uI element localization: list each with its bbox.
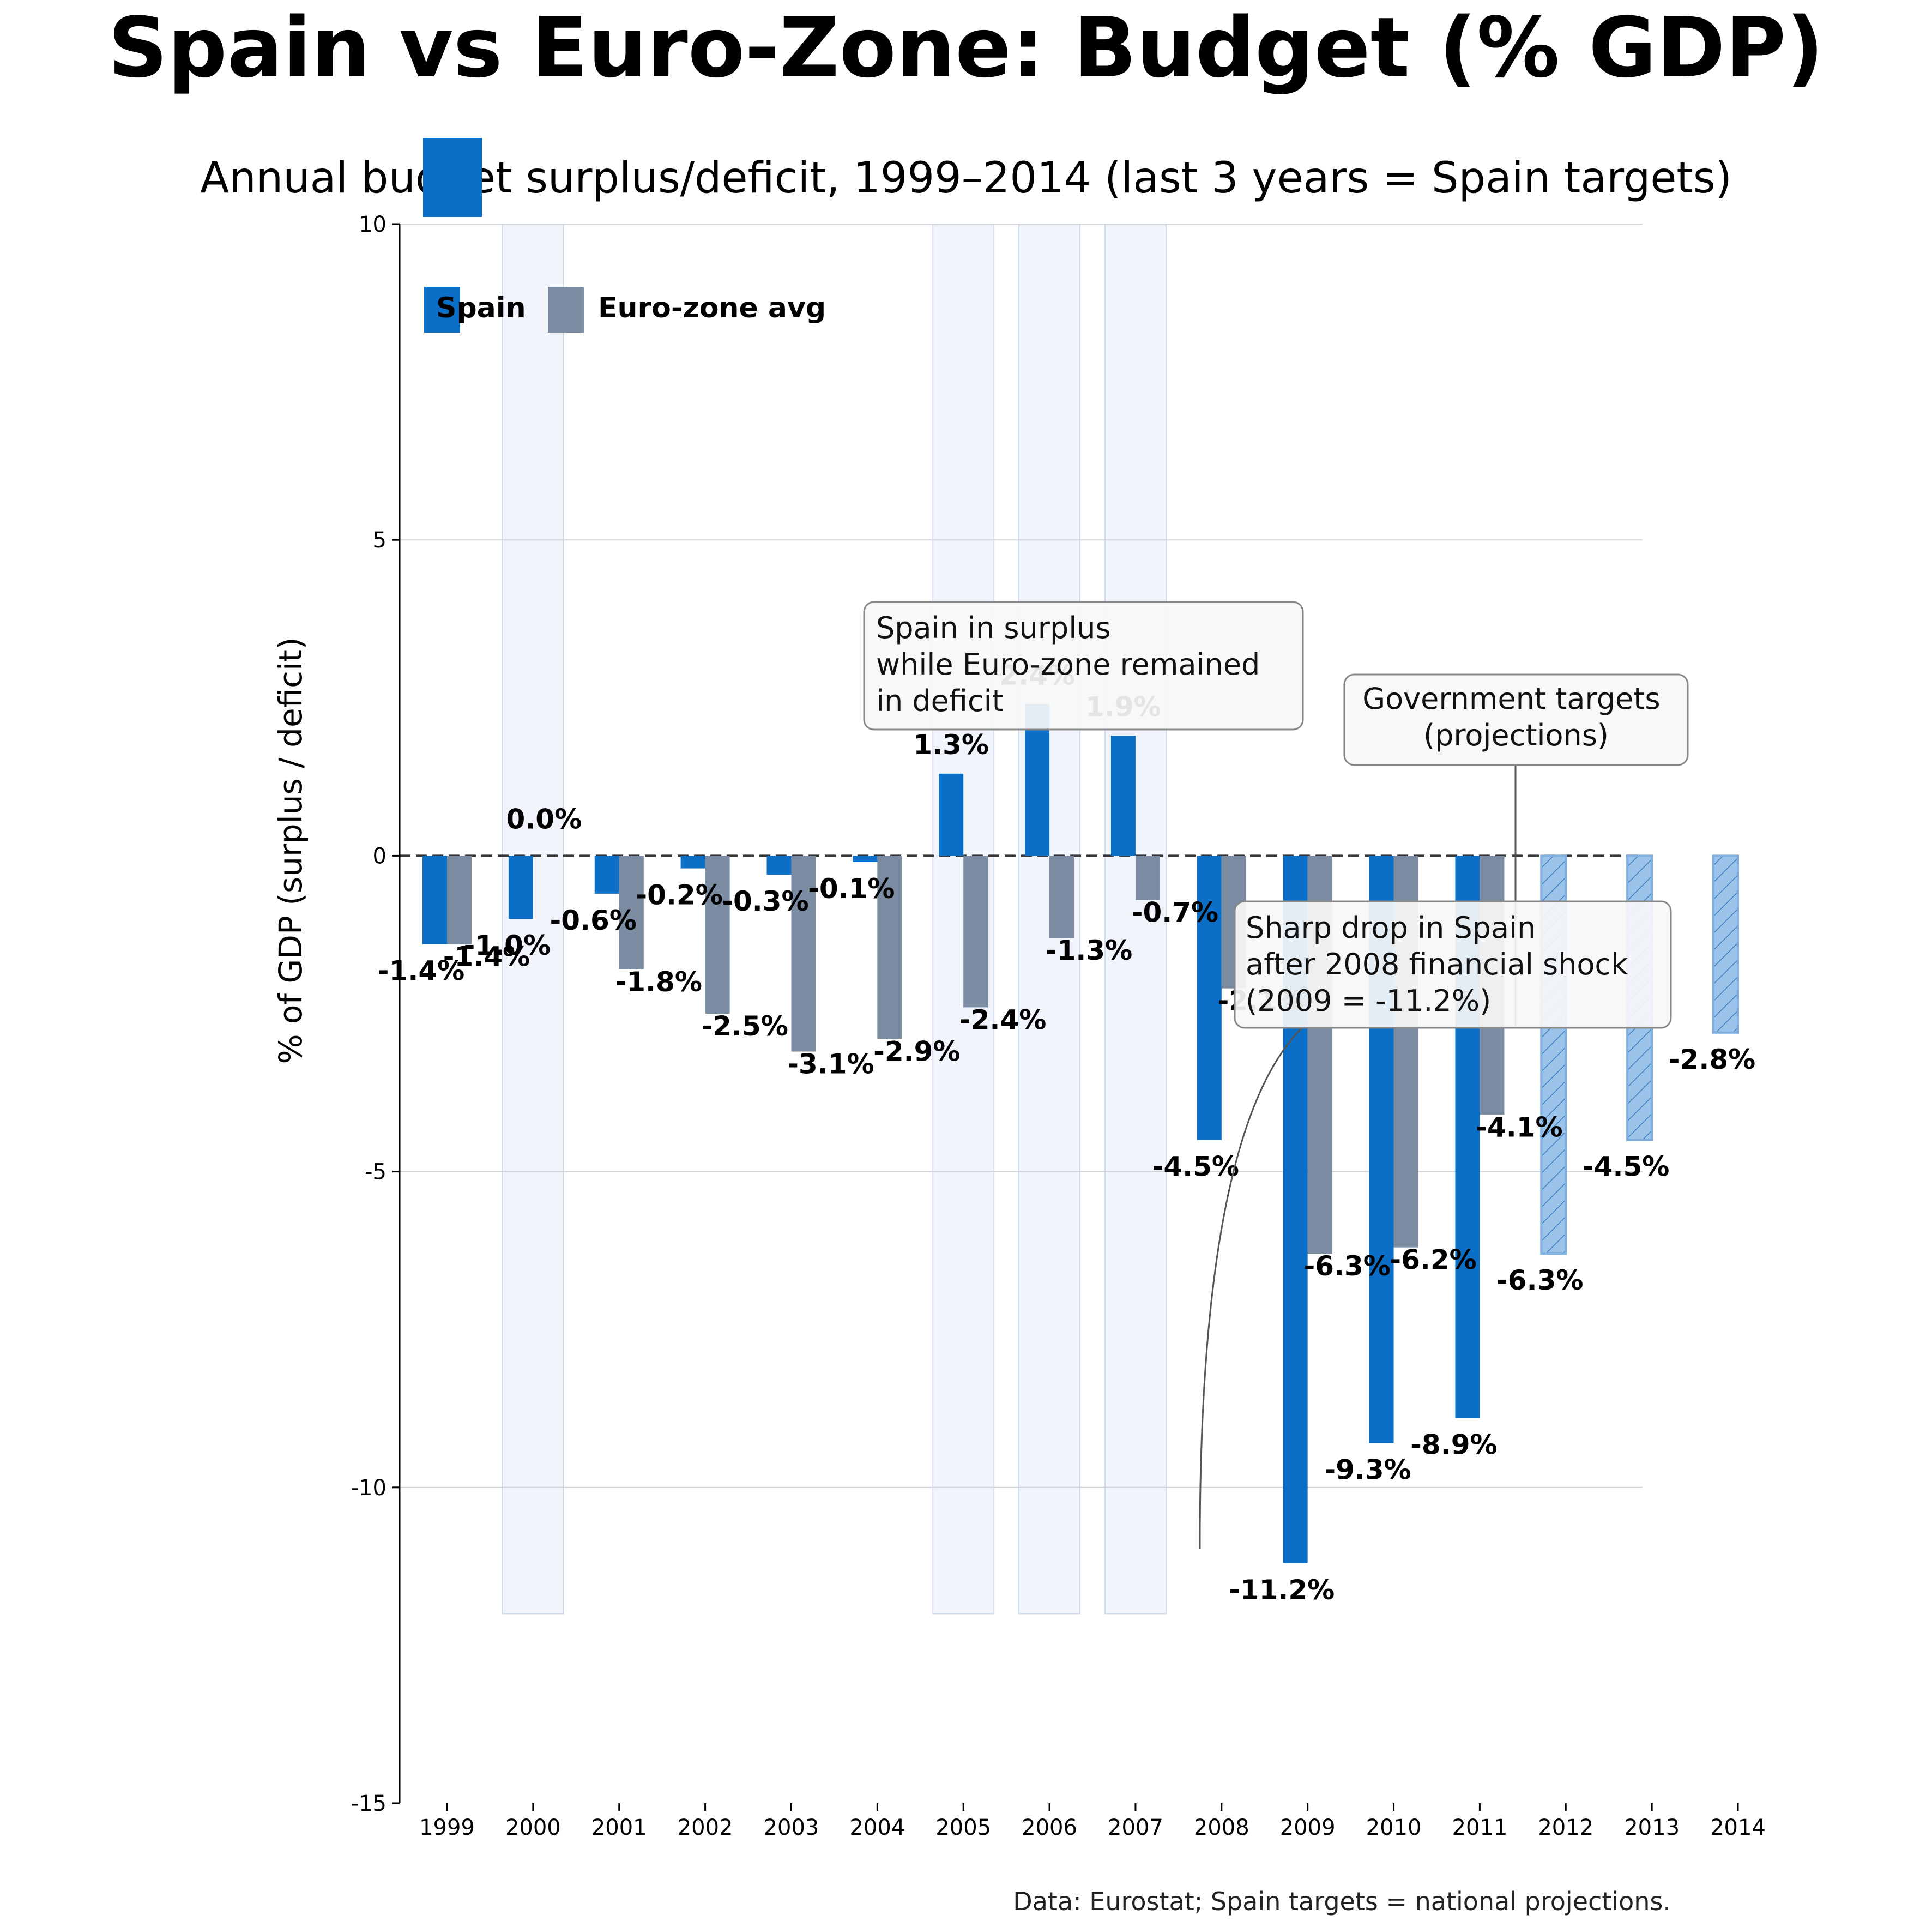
data-label-eurozone: 0.0%: [506, 803, 582, 835]
y-tick-label: 5: [373, 528, 387, 553]
bar-spain: [766, 856, 792, 875]
legend-label-eurozone: Euro-zone avg: [598, 292, 826, 324]
bar-eurozone: [963, 856, 988, 1008]
x-tick-label: 2011: [1452, 1815, 1508, 1840]
x-tick-label: 2009: [1280, 1815, 1336, 1840]
bar-spain: [1110, 736, 1136, 856]
bar-eurozone: [791, 856, 816, 1052]
data-label-spain: -1.4%: [378, 955, 464, 987]
x-tick-label: 2003: [764, 1815, 819, 1840]
bar-spain-target: [1712, 854, 1739, 1034]
chart-title: Spain vs Euro-Zone: Budget (% GDP): [108, 0, 1824, 96]
data-label-spain: -6.3%: [1496, 1264, 1583, 1296]
source-note: Data: Eurostat; Spain targets = national…: [1013, 1887, 1671, 1916]
annotation-drop: Sharp drop in Spain after 2008 financial…: [1234, 900, 1672, 1029]
data-label-spain: -9.3%: [1324, 1454, 1411, 1486]
bar-spain: [939, 773, 964, 856]
bar-eurozone: [1049, 856, 1074, 938]
annotations: Spain in surplus while Euro-zone remaine…: [863, 601, 1689, 1549]
annotation-targets-line: (projections): [1423, 718, 1609, 752]
data-label-eurozone: -6.3%: [1303, 1250, 1390, 1282]
x-tick-label: 2012: [1538, 1815, 1593, 1840]
data-label-spain: -2.8%: [1669, 1044, 1755, 1075]
data-label-spain: -8.9%: [1410, 1429, 1497, 1460]
axes: -15 -10 -5 0 5 10 1999 2000 2001 2002 2003 2004 2005…: [351, 212, 1766, 1840]
data-label-spain: 1.3%: [913, 729, 989, 761]
x-tick-label: 1999: [419, 1815, 475, 1840]
x-tick-label: 2007: [1108, 1815, 1163, 1840]
legend-label-spain: Spain: [436, 292, 526, 324]
annotation-drop-line: after 2008 financial shock: [1246, 947, 1628, 981]
svg-text:Government targets (pr: Government targets (projections): [1362, 682, 1669, 752]
legend-swatch-spain: [424, 287, 460, 333]
x-tick-label: 2000: [505, 1815, 561, 1840]
annotation-drop-line: Sharp drop in Spain: [1246, 911, 1536, 945]
data-label-spain: -0.3%: [722, 886, 808, 917]
data-label-eurozone: -3.1%: [787, 1049, 874, 1080]
highlight-band: [1104, 224, 1167, 1615]
data-label-spain: -0.6%: [550, 905, 637, 936]
svg-text:Sharp drop in Spain af: Sharp drop in Spain after 2008 financial…: [1246, 911, 1638, 1018]
x-tick-label: 2002: [678, 1815, 733, 1840]
annotation-drop-box: [1234, 900, 1672, 1029]
y-tick-label: -5: [365, 1160, 387, 1185]
x-tick-label: 2001: [591, 1815, 647, 1840]
y-axis-label: % of GDP (surplus / deficit): [272, 637, 309, 1064]
data-label-spain: -0.1%: [808, 873, 895, 905]
svg-text:Spain in surplus while: Spain in surplus while Euro-zone remaine…: [876, 611, 1270, 718]
data-label-eurozone: -1.3%: [1046, 935, 1132, 966]
annotation-targets: Government targets (projections): [1343, 673, 1689, 766]
highlight-bands: [502, 224, 1167, 1615]
x-tick-label: 2008: [1194, 1815, 1249, 1840]
data-label-eurozone: -2.9%: [873, 1035, 960, 1067]
bar-spain: [853, 856, 878, 862]
legend: Spain Euro-zone avg: [424, 287, 826, 333]
annotation-surplus-line: in deficit: [876, 684, 1004, 718]
y-tick-label: 10: [359, 212, 387, 237]
data-label-spain: -11.2%: [1229, 1574, 1335, 1606]
y-tick-label: -15: [351, 1791, 387, 1816]
data-label-eurozone: -1.8%: [615, 966, 702, 998]
data-label-eurozone: -0.7%: [1132, 896, 1218, 928]
data-label-spain: -1.0%: [464, 930, 551, 961]
data-label-eurozone: -2.4%: [959, 1004, 1046, 1035]
bar-spain: [508, 856, 533, 919]
data-label-spain: -4.5%: [1152, 1151, 1239, 1183]
annotation-surplus-box: [863, 601, 1304, 731]
annotation-targets-line: Government targets: [1362, 682, 1660, 716]
bar-spain: [1197, 856, 1222, 1140]
annotation-drop-line: (2009 = -11.2%): [1246, 984, 1491, 1018]
x-tick-label: 2013: [1624, 1815, 1680, 1840]
x-tick-label: 2010: [1366, 1815, 1422, 1840]
data-label-eurozone: -2.5%: [701, 1010, 788, 1042]
data-label-spain: -4.5%: [1583, 1151, 1669, 1183]
bar-spain: [594, 856, 619, 894]
x-tick-label: 2005: [935, 1815, 991, 1840]
bar-eurozone: [705, 856, 730, 1014]
bar-eurozone: [447, 856, 472, 944]
bar-eurozone: [1135, 856, 1160, 900]
data-label-spain: -0.2%: [636, 880, 722, 911]
legend-swatch-eurozone: [548, 287, 584, 333]
data-label-eurozone: -4.1%: [1476, 1111, 1562, 1143]
annotation-arrow-2009: [1199, 1021, 1309, 1549]
bar-eurozone: [619, 856, 644, 969]
y-tick-label: -10: [351, 1476, 387, 1501]
x-tick-label: 2014: [1710, 1815, 1766, 1840]
data-label-eurozone: -1.4%: [443, 941, 530, 973]
bar-eurozone: [877, 856, 902, 1039]
annotation-surplus: Spain in surplus while Euro-zone remaine…: [863, 601, 1304, 731]
bar-spain: [422, 856, 447, 944]
bar-spain: [680, 856, 705, 869]
y-tick-label: 0: [373, 844, 387, 869]
annotation-surplus-line: Spain in surplus: [876, 611, 1111, 645]
annotation-surplus-line: while Euro-zone remained: [876, 647, 1260, 682]
annotation-targets-box: [1343, 673, 1689, 766]
x-tick-label: 2004: [849, 1815, 905, 1840]
legend-swatch-stray: [423, 138, 482, 217]
x-tick-label: 2006: [1022, 1815, 1077, 1840]
data-label-eurozone: -6.2%: [1390, 1244, 1476, 1276]
